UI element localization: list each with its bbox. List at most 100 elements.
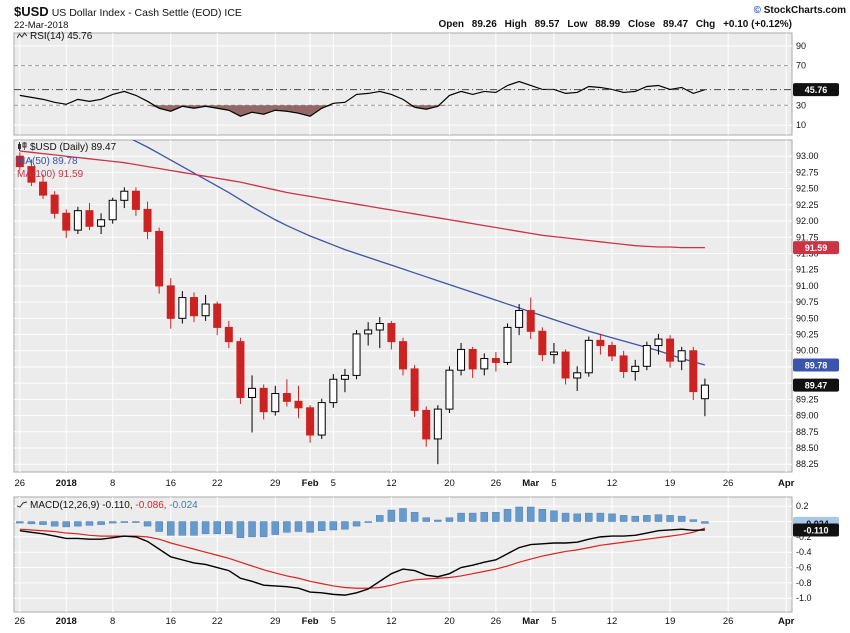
x-axis-label: Feb — [302, 478, 319, 489]
y-axis-tick-label: 91.00 — [796, 281, 819, 291]
macd-histogram-bar — [585, 512, 593, 522]
candle-body — [666, 338, 675, 362]
candle — [445, 366, 454, 413]
candle — [155, 227, 164, 294]
x-axis-label: 20 — [444, 478, 455, 489]
macd-name: MACD(12,26,9) — [30, 500, 100, 511]
candle — [526, 297, 535, 340]
badge-bg — [793, 523, 839, 537]
candle — [294, 385, 303, 419]
macd-histogram-bar — [364, 521, 372, 523]
candle-body — [364, 329, 373, 335]
candle — [677, 346, 686, 371]
macd-histogram-bar — [213, 521, 221, 535]
macd-histogram-bar — [561, 512, 570, 522]
macd-histogram-bar — [27, 521, 36, 525]
badge-bg — [793, 241, 839, 255]
candle — [97, 213, 106, 235]
low-value: 88.99 — [595, 19, 621, 30]
macd-panel: 0.20.0-0.2-0.4-0.6-0.8-1.0-0.086-0.024-0… — [13, 496, 839, 613]
price-main-label: $USD (Daily) 89.47 — [30, 142, 117, 153]
sparkline-icon — [16, 500, 28, 513]
candle — [468, 346, 477, 378]
macd-histogram-bar — [108, 521, 117, 524]
candle-body — [608, 345, 617, 357]
macd-histogram-bar — [259, 521, 268, 538]
macd-histogram-bar — [573, 513, 581, 522]
candle-body — [399, 341, 407, 370]
candle-body — [50, 194, 59, 214]
rsi-panel: 90 70 30 10 45.76 — [13, 32, 839, 136]
macd-histogram-bar — [596, 512, 605, 522]
macd-histogram-bar — [97, 521, 105, 525]
macd-histogram-bar — [62, 521, 71, 528]
candle — [248, 375, 257, 433]
candle-body — [538, 330, 547, 356]
x-axis-label: 22 — [212, 616, 223, 627]
macd-histogram-bar — [294, 521, 303, 532]
x-axis-label: 26 — [723, 616, 734, 627]
x-axis-label: 12 — [386, 616, 397, 627]
x-axis-label: 29 — [270, 478, 281, 489]
candle-body — [422, 409, 431, 440]
candle — [642, 341, 651, 371]
macd-histogram-bar — [132, 521, 140, 523]
candle-body — [178, 297, 187, 319]
candle — [27, 159, 36, 187]
candle-body — [120, 190, 129, 201]
ma100-label: MA(100) 91.59 — [17, 169, 84, 180]
candle-body — [631, 365, 640, 372]
candle-body — [480, 358, 489, 370]
ma50-label: MA(50) 89.78 — [17, 156, 78, 167]
x-axis-label: Mar — [522, 616, 539, 627]
x-axis-label: 2018 — [56, 478, 77, 489]
candle — [619, 350, 628, 378]
candle — [689, 346, 698, 401]
candle — [73, 206, 82, 235]
candle-body — [433, 408, 442, 440]
candle — [213, 301, 222, 336]
macd-histogram-bar — [387, 509, 396, 522]
axis-value-badge: 91.59 — [793, 241, 839, 255]
candle — [329, 374, 338, 408]
high-value: 89.57 — [534, 19, 560, 30]
chg-value: +0.10 (+0.12%) — [723, 19, 792, 30]
copyright-link[interactable]: © StockCharts.com — [754, 5, 846, 16]
candle-body — [201, 303, 210, 317]
badge-text: 45.76 — [805, 85, 828, 95]
quote-row: Open 89.26 High 89.57 Low 88.99 Close 89… — [433, 19, 792, 30]
macd-histogram-bar — [236, 521, 245, 538]
y-axis-tick-label: 30 — [796, 100, 806, 110]
candle — [224, 320, 233, 349]
x-axis-label: 5 — [551, 616, 556, 627]
macd-histogram-bar — [677, 515, 686, 522]
candle-body — [689, 350, 698, 393]
ma50-line — [131, 140, 706, 366]
rsi-line — [19, 80, 706, 117]
candle-body — [131, 190, 140, 210]
candle — [399, 337, 407, 376]
macd-histogram-bar — [329, 521, 338, 531]
chart-date: 22-Mar-2018 — [14, 20, 69, 31]
price-main-row: $USD (Daily) 89.47 — [17, 141, 116, 155]
macd-histogram-bar — [457, 512, 465, 522]
candle-body — [700, 384, 709, 400]
macd-histogram-bar — [666, 515, 674, 522]
candle-body — [410, 368, 419, 411]
candle — [503, 323, 512, 366]
candle-body — [619, 355, 628, 372]
candle — [561, 349, 570, 385]
x-axis-label: 26 — [15, 478, 26, 489]
y-axis-tick-label: -0.6 — [796, 563, 812, 573]
macd-histogram-bar — [85, 521, 94, 526]
y-axis-tick-label: 93.00 — [796, 151, 819, 161]
x-axis-label: Feb — [302, 616, 319, 627]
x-axis-label: Mar — [522, 478, 539, 489]
candle-body — [329, 378, 338, 404]
macd-histogram-bar — [50, 521, 59, 527]
price-labels: $USD (Daily) 89.47 MA(50) 89.78 MA(100) … — [17, 141, 116, 181]
high-label: High — [504, 19, 527, 30]
symbol: $USD — [14, 4, 49, 19]
macd-histogram-bar — [422, 517, 430, 522]
candle — [340, 368, 349, 393]
